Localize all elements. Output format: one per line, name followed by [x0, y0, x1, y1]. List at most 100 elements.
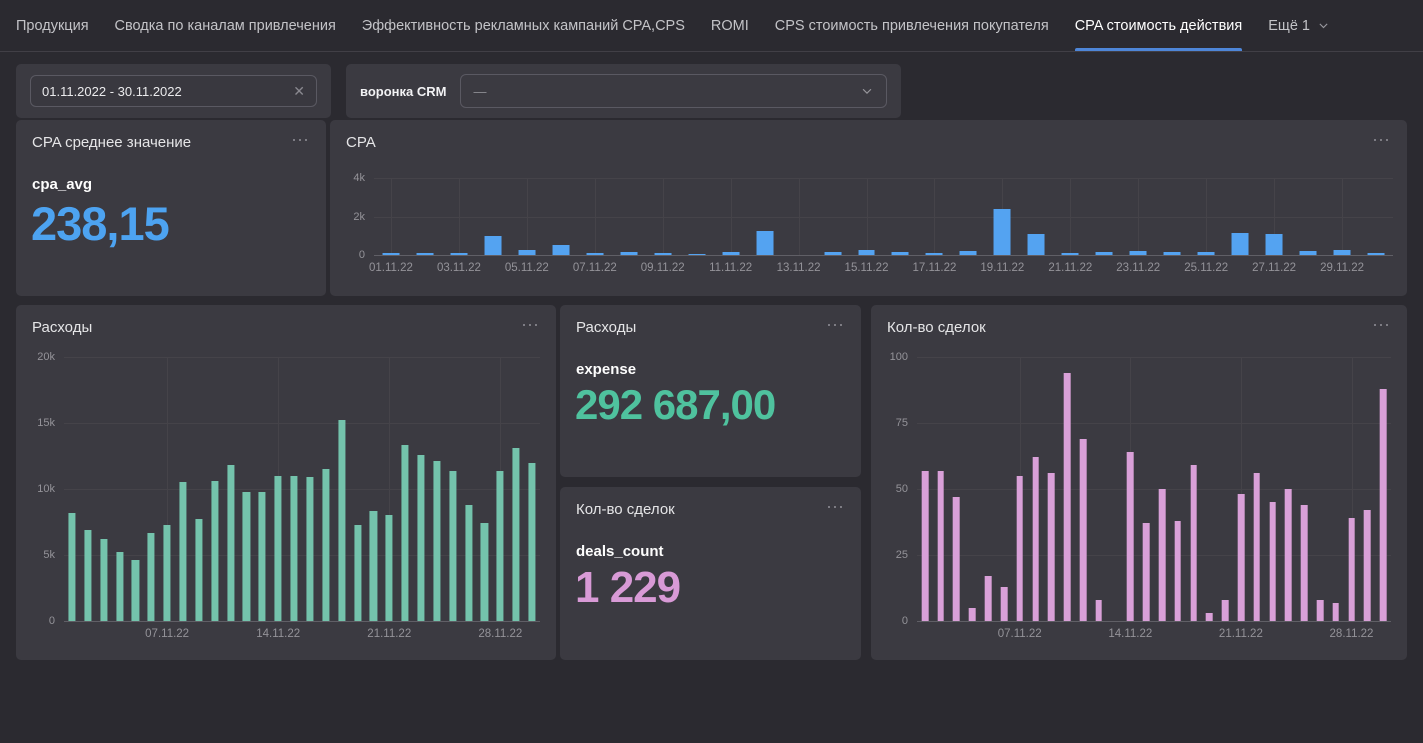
chart-bar-03.11.22[interactable] — [100, 539, 108, 621]
chart-bar-10.11.22[interactable] — [1063, 372, 1071, 621]
nav-tab[interactable]: Сводка по каналам привлечения — [115, 0, 336, 51]
chart-bar-20.11.22[interactable] — [369, 511, 377, 621]
chart-bar-18.11.22[interactable] — [1190, 465, 1197, 621]
chart-bar-07.11.22[interactable] — [586, 252, 604, 255]
chart-bar-28.11.22[interactable] — [1299, 251, 1317, 255]
chart-bar-17.11.22[interactable] — [322, 469, 330, 621]
chart-bar-21.11.22[interactable] — [1061, 253, 1079, 255]
more-menu-icon[interactable]: ⋯ — [1372, 130, 1391, 150]
chart-bar-07.11.22[interactable] — [1016, 475, 1023, 621]
chart-bar-25.11.22[interactable] — [449, 470, 457, 621]
chart-bar-26.11.22[interactable] — [465, 504, 473, 621]
chart-bar-02.11.22[interactable] — [416, 252, 434, 255]
chart-bar-04.11.22[interactable] — [968, 607, 976, 621]
chart-bar-11.11.22[interactable] — [1079, 438, 1087, 621]
nav-tab[interactable]: CPS стоимость привлечения покупателя — [775, 0, 1049, 51]
chart-bar-03.11.22[interactable] — [953, 496, 960, 621]
chart-bar-11.11.22[interactable] — [227, 465, 235, 621]
chart-bar-12.11.22[interactable] — [1095, 599, 1102, 621]
chart-bar-24.11.22[interactable] — [1163, 252, 1181, 255]
chart-bar-05.11.22[interactable] — [131, 560, 139, 621]
chart-bar-20.11.22[interactable] — [1027, 233, 1045, 255]
chart-bar-09.11.22[interactable] — [195, 519, 203, 621]
nav-tab[interactable]: ROMI — [711, 0, 749, 51]
chart-bar-06.11.22[interactable] — [147, 532, 155, 621]
chart-bar-06.11.22[interactable] — [552, 245, 570, 255]
chart-bar-21.11.22[interactable] — [1237, 494, 1245, 621]
more-menu-icon[interactable]: ⋯ — [826, 315, 845, 335]
chart-bar-04.11.22[interactable] — [484, 235, 502, 255]
chart-bar-19.11.22[interactable] — [1205, 613, 1213, 621]
nav-tab[interactable]: Ещё 1 — [1268, 0, 1330, 51]
chart-bar-13.11.22[interactable] — [258, 491, 266, 621]
chart-bar-25.11.22[interactable] — [1300, 504, 1308, 621]
date-range-input[interactable]: 01.11.2022 - 30.11.2022 ✕ — [30, 75, 317, 107]
chart-bar-29.11.22[interactable] — [1363, 510, 1371, 621]
chart-bar-19.11.22[interactable] — [353, 524, 362, 621]
nav-tab[interactable]: Эффективность рекламных кампаний CPA,CPS — [362, 0, 685, 51]
chart-bar-15.11.22[interactable] — [858, 250, 875, 255]
chart-bar-22.11.22[interactable] — [1095, 252, 1113, 255]
chart-bar-27.11.22[interactable] — [480, 523, 489, 621]
chart-bar-18.11.22[interactable] — [959, 251, 977, 255]
chart-bar-06.11.22[interactable] — [1000, 586, 1008, 621]
chart-bar-28.11.22[interactable] — [1348, 518, 1355, 621]
chart-bar-16.11.22[interactable] — [891, 252, 909, 255]
chart-bar-17.11.22[interactable] — [925, 252, 943, 255]
chart-bar-16.11.22[interactable] — [306, 477, 314, 621]
chart-bar-07.11.22[interactable] — [163, 524, 171, 621]
more-menu-icon[interactable]: ⋯ — [521, 315, 540, 335]
chart-bar-10.11.22[interactable] — [688, 253, 706, 255]
chart-bar-14.11.22[interactable] — [824, 252, 842, 255]
chart-bar-27.11.22[interactable] — [1332, 602, 1339, 621]
chart-bar-05.11.22[interactable] — [518, 250, 536, 255]
chart-bar-03.11.22[interactable] — [450, 252, 468, 255]
nav-tab[interactable]: CPA стоимость действия — [1074, 0, 1242, 51]
chart-bar-26.11.22[interactable] — [1231, 232, 1249, 255]
chart-bar-09.11.22[interactable] — [1047, 473, 1055, 621]
chart-bar-05.11.22[interactable] — [984, 576, 992, 621]
chart-bar-28.11.22[interactable] — [496, 470, 504, 621]
chart-bar-19.11.22[interactable] — [993, 209, 1011, 255]
chart-bar-15.11.22[interactable] — [290, 475, 298, 621]
chart-bar-12.11.22[interactable] — [242, 491, 251, 621]
chart-bar-30.11.22[interactable] — [1379, 388, 1387, 621]
chart-bar-02.11.22[interactable] — [937, 470, 944, 621]
more-menu-icon[interactable]: ⋯ — [1372, 315, 1391, 335]
chart-bar-01.11.22[interactable] — [921, 470, 929, 621]
chart-bar-15.11.22[interactable] — [1142, 523, 1150, 621]
chart-bar-10.11.22[interactable] — [211, 481, 219, 621]
chart-bar-02.11.22[interactable] — [84, 529, 92, 621]
more-menu-icon[interactable]: ⋯ — [291, 130, 310, 150]
chart-bar-18.11.22[interactable] — [338, 420, 346, 621]
chart-bar-12.11.22[interactable] — [756, 231, 774, 255]
chart-bar-26.11.22[interactable] — [1316, 599, 1324, 621]
more-menu-icon[interactable]: ⋯ — [826, 497, 845, 517]
chart-bar-29.11.22[interactable] — [1333, 250, 1351, 255]
chart-bar-04.11.22[interactable] — [115, 552, 124, 621]
chart-bar-14.11.22[interactable] — [1126, 452, 1134, 621]
chart-bar-30.11.22[interactable] — [528, 462, 536, 621]
chart-bar-17.11.22[interactable] — [1174, 520, 1181, 621]
chart-bar-08.11.22[interactable] — [620, 251, 638, 255]
chart-bar-22.11.22[interactable] — [1253, 473, 1260, 621]
chart-bar-08.11.22[interactable] — [1032, 457, 1039, 621]
chart-bar-24.11.22[interactable] — [433, 461, 441, 621]
chart-bar-01.11.22[interactable] — [382, 252, 400, 255]
chart-bar-29.11.22[interactable] — [512, 448, 520, 621]
nav-tab[interactable]: Продукция — [16, 0, 89, 51]
chart-bar-08.11.22[interactable] — [179, 482, 187, 621]
chart-bar-23.11.22[interactable] — [1269, 502, 1276, 621]
chart-bar-22.11.22[interactable] — [401, 445, 409, 621]
chart-bar-24.11.22[interactable] — [1284, 489, 1292, 621]
chart-bar-14.11.22[interactable] — [274, 475, 282, 621]
crm-funnel-select[interactable]: — — [460, 74, 887, 108]
chart-bar-21.11.22[interactable] — [385, 515, 393, 621]
clear-icon[interactable]: ✕ — [293, 82, 305, 99]
chart-bar-23.11.22[interactable] — [417, 454, 425, 621]
chart-bar-23.11.22[interactable] — [1129, 251, 1147, 255]
chart-bar-01.11.22[interactable] — [68, 512, 76, 621]
chart-bar-25.11.22[interactable] — [1197, 251, 1215, 255]
chart-bar-30.11.22[interactable] — [1367, 253, 1385, 255]
chart-bar-20.11.22[interactable] — [1221, 599, 1229, 621]
